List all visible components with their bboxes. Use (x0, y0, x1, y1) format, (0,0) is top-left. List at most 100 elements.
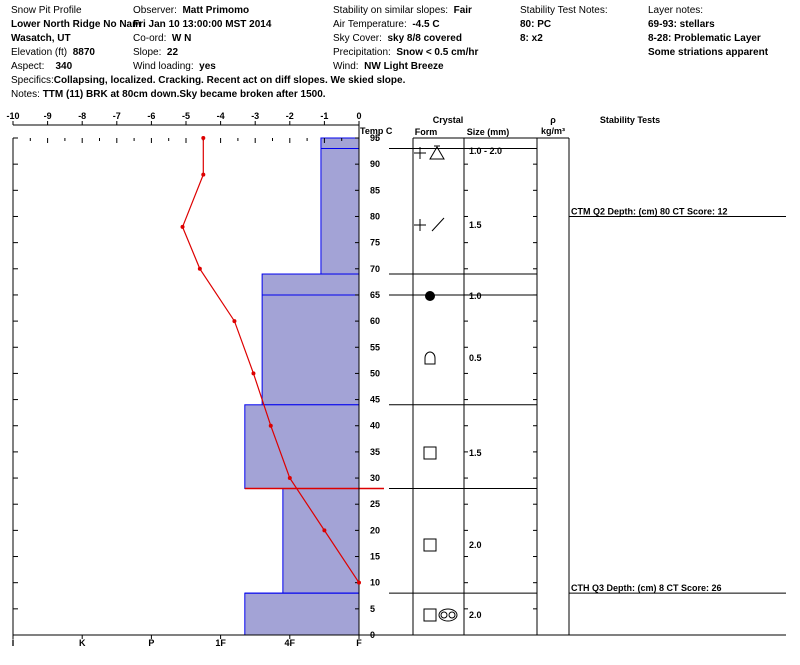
elevation: Elevation (ft) 8870 (11, 47, 95, 58)
slash-icon (431, 217, 445, 232)
air-temperature: Air Temperature: -4.5 C (333, 19, 440, 30)
slope: Slope: 22 (133, 47, 179, 58)
loops-icon (448, 611, 456, 619)
depth-tick-label: 95 (370, 133, 380, 143)
crystal-form-icon (414, 145, 445, 160)
header-col4: Stability Test Notes: 80: PC 8: x2 (520, 4, 608, 46)
depth-tick-label: 45 (370, 395, 380, 405)
temp-tick-label: -2 (286, 111, 294, 121)
depth-tick-label: 60 (370, 316, 380, 326)
temperature-point (322, 528, 327, 533)
hardness-bar (244, 592, 360, 636)
hardness-bar (282, 488, 360, 594)
temp-tick-label: -7 (113, 111, 121, 121)
aspect: Aspect: 340 (11, 61, 73, 72)
temperature-point (251, 371, 256, 376)
temp-tick-label: -4 (217, 111, 225, 121)
arch-icon (424, 351, 436, 365)
loops-icon (440, 611, 448, 619)
loops-icon (438, 608, 458, 622)
hardness-bars (244, 137, 384, 636)
stability-note: 8: x2 (520, 33, 543, 44)
temperature-point (201, 136, 206, 140)
dot-icon (425, 291, 435, 301)
wind: Wind: NW Light Breeze (333, 61, 444, 72)
location: Lower North Ridge No Nam (11, 19, 142, 30)
temperature-point (180, 224, 185, 229)
crystal-size: 0.5 (469, 353, 482, 363)
depth-tick-label: 70 (370, 264, 380, 274)
temperature-line (181, 138, 360, 584)
layer-note: 8-28: Problematic Layer (648, 33, 761, 44)
depth-tick-label: 85 (370, 185, 380, 195)
hardness-label: 4F (285, 638, 296, 648)
crystal-form-icon (414, 217, 445, 232)
stability-header: Stability Tests (600, 115, 660, 125)
crystal-size: 1.0 (469, 291, 482, 301)
depth-tick-label: 75 (370, 238, 380, 248)
temp-tick-label: -10 (6, 111, 19, 121)
crystal-size: 1.5 (469, 220, 482, 230)
temperature-point (232, 319, 237, 324)
datetime: Fri Jan 10 13:00:00 MST 2014 (133, 19, 272, 30)
crystal-size: 2.0 (469, 540, 482, 550)
chart-labels: -10 -9 -8 -7 -6 -5 -4 -3 -2 -1 0051015202530354045… (6, 111, 727, 648)
stability-similar: Stability on similar slopes: Fair (333, 5, 472, 16)
depth-tick-label: 15 (370, 552, 380, 562)
size-header: Size (mm) (467, 127, 510, 137)
coord: Co-ord: W N (133, 33, 192, 44)
crystal-header: Crystal (433, 115, 464, 125)
temp-tick-label: -9 (44, 111, 52, 121)
crystal-size: 1.5 (469, 448, 482, 458)
triangle-icon (429, 146, 445, 160)
depth-tick-label: 65 (370, 290, 380, 300)
density-header: ρ (550, 115, 556, 125)
depth-tick-label: 30 (370, 473, 380, 483)
hardness-label: I (12, 638, 15, 648)
precipitation: Precipitation: Snow < 0.5 cm/hr (333, 47, 479, 58)
temperature-profile (180, 136, 361, 585)
square-icon (423, 446, 437, 460)
stability-test-label: CTM Q2 Depth: (cm) 80 CT Score: 12 (571, 206, 728, 216)
depth-tick-label: 80 (370, 211, 380, 221)
hardness-label: K (79, 638, 86, 648)
notes: Notes: TTM (11) BRK at 80cm down.Sky bec… (11, 89, 326, 100)
region: Wasatch, UT (11, 33, 71, 44)
crystal-size: 1.0 - 2.0 (469, 146, 502, 156)
layer-note: Some striations apparent (648, 47, 769, 58)
temp-tick-label: 0 (356, 111, 361, 121)
density-unit-header: kg/m³ (541, 126, 565, 136)
hardness-label: P (148, 638, 154, 648)
crystal-form-icon (423, 446, 437, 460)
crystal-form-icon (423, 608, 458, 622)
temp-tick-label: -8 (78, 111, 86, 121)
layer-note: 69-93: stellars (648, 19, 715, 30)
hardness-label: 1F (215, 638, 226, 648)
temp-tick-label: -5 (182, 111, 190, 121)
header-col3: Stability on similar slopes: Fair Air Te… (333, 4, 478, 74)
square-icon (423, 538, 437, 552)
temperature-point (201, 172, 206, 177)
depth-tick-label: 20 (370, 525, 380, 535)
depth-tick-label: 90 (370, 159, 380, 169)
temp-tick-label: -6 (147, 111, 155, 121)
chart-frame (12, 121, 786, 639)
profile-title: Snow Pit Profile (11, 5, 82, 16)
header-col2: Observer: Matt Primomo Fri Jan 10 13:00:… (133, 4, 271, 74)
header-col5: Layer notes: 69-93: stellars 8-28: Probl… (648, 4, 768, 60)
depth-tick-label: 50 (370, 368, 380, 378)
temp-tick-label: -3 (251, 111, 259, 121)
depth-tick-label: 40 (370, 421, 380, 431)
temperature-point (268, 423, 273, 428)
hardness-label: F (356, 638, 362, 648)
crystal-form-icon (425, 291, 435, 301)
temp-tick-label: -1 (320, 111, 328, 121)
layer-table (389, 137, 786, 636)
wind-loading: Wind loading: yes (133, 61, 216, 72)
square-icon (423, 608, 437, 622)
layer-notes-label: Layer notes: (648, 5, 704, 16)
crystal-form-icon (423, 538, 437, 552)
stability-test-label: CTH Q3 Depth: (cm) 8 CT Score: 26 (571, 583, 722, 593)
depth-tick-label: 10 (370, 578, 380, 588)
specifics: Specifics:Collapsing, localized. Crackin… (11, 75, 406, 86)
